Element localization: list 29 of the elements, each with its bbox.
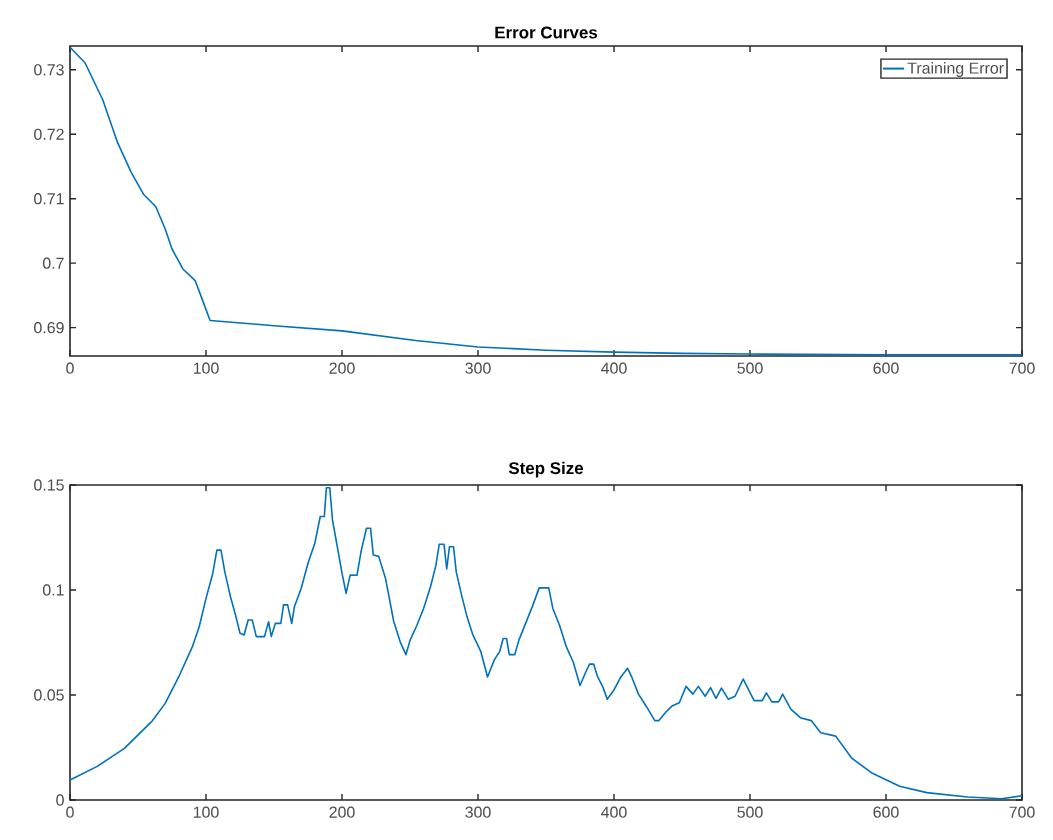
x-tick-label: 200 [329, 806, 355, 818]
y-tick-label: 0.71 [34, 193, 64, 205]
chart-title: Error Curves [495, 26, 598, 39]
line-series [69, 46, 1023, 356]
x-tick-label: 100 [193, 806, 219, 818]
x-tick-label: 600 [873, 362, 899, 374]
x-tick-label: 700 [1009, 806, 1035, 818]
x-tick-label: 400 [601, 806, 627, 818]
y-tick-label: 0.7 [42, 257, 64, 269]
y-tick-label: 0.05 [34, 689, 64, 701]
y-tick-label: 0.1 [42, 584, 64, 596]
y-tick-label: 0 [56, 794, 64, 806]
legend-label: Training Error [907, 62, 1004, 77]
x-tick-label: 200 [329, 362, 355, 374]
x-tick-label: 700 [1009, 362, 1035, 374]
y-tick-label: 0.73 [34, 64, 64, 76]
x-tick-label: 600 [873, 806, 899, 818]
y-tick-label: 0.69 [34, 321, 64, 334]
x-tick-label: 300 [465, 362, 491, 374]
x-tick-label: 0 [66, 362, 74, 374]
x-tick-label: 100 [193, 362, 219, 374]
y-tick-label: 0.72 [34, 128, 64, 140]
x-tick-label: 300 [465, 806, 491, 818]
x-tick-label: 500 [737, 806, 763, 818]
x-tick-label: 0 [66, 806, 74, 818]
x-tick-label: 400 [601, 362, 627, 374]
x-tick-label: 500 [737, 362, 763, 374]
y-tick-label: 0.15 [34, 479, 64, 491]
chart-title: Step Size [508, 461, 584, 478]
